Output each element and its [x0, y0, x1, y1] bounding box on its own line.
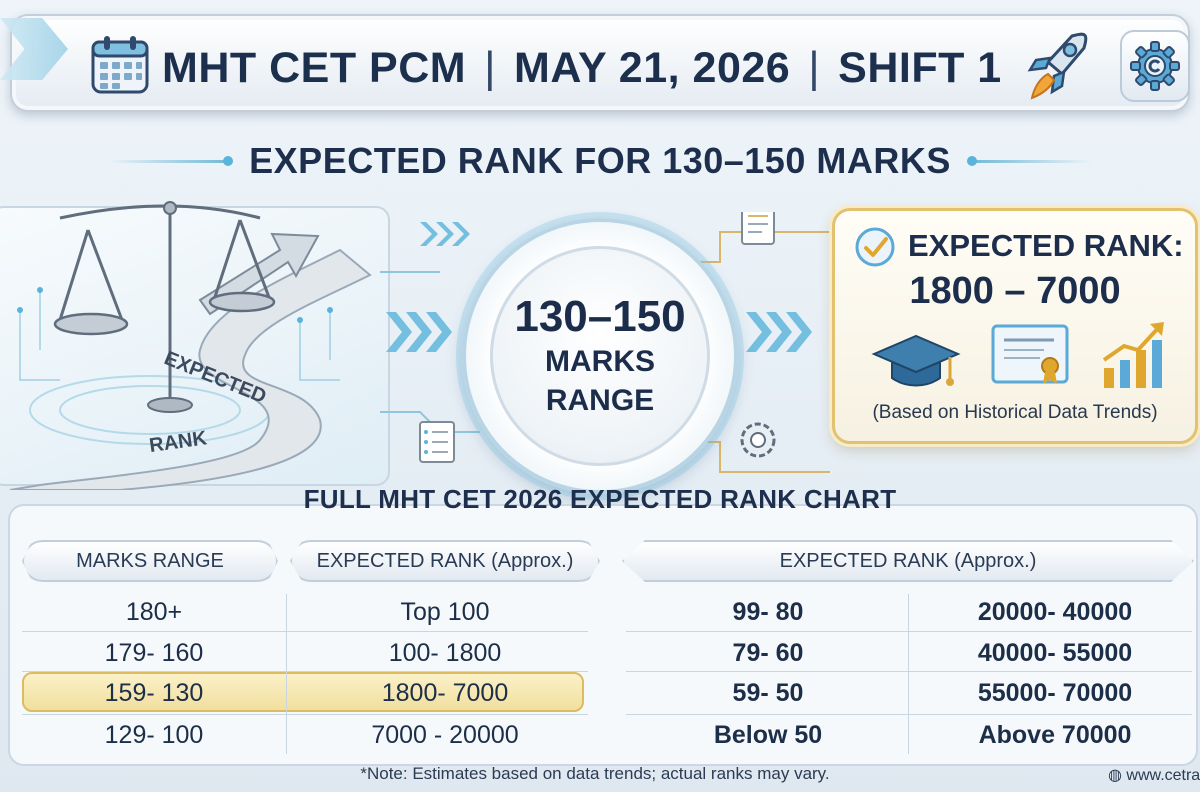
table-cell-marks: 129- 100 — [104, 720, 204, 749]
table-cell-marks-highlighted: 159- 130 — [104, 678, 204, 707]
row-divider — [626, 671, 1192, 672]
table-cell-marks: 99- 80 — [732, 597, 804, 626]
row-divider — [626, 631, 1192, 632]
illustration-panel — [0, 206, 390, 486]
rocket-icon — [1027, 32, 1088, 100]
row-divider — [22, 631, 588, 632]
expected-rank-note: (Based on Historical Data Trends) — [872, 402, 1158, 423]
gear-button[interactable] — [1120, 30, 1190, 102]
growth-chart-icon — [1102, 322, 1164, 388]
column-header-marks: MARKS RANGE — [22, 540, 278, 582]
marks-range-badge: 130–150 MARKS RANGE — [490, 246, 710, 466]
website-text: www.cetra — [1126, 767, 1200, 784]
globe-icon: ◍ — [1108, 767, 1127, 784]
table-cell-rank: Above 70000 — [978, 720, 1132, 749]
check-circle-icon — [855, 227, 895, 267]
table-cell-rank: 40000- 55000 — [977, 638, 1133, 667]
row-divider — [626, 714, 1192, 715]
title-separator: | — [484, 43, 497, 92]
table-cell-marks: Below 50 — [713, 720, 823, 749]
header-banner — [10, 14, 1190, 112]
table-cell-rank: 20000- 40000 — [977, 597, 1133, 626]
expected-rank-label: EXPECTED RANK: — [908, 228, 1184, 263]
table-cell-rank: 7000 - 20000 — [371, 720, 519, 749]
row-divider — [22, 714, 588, 715]
document-icon — [741, 212, 775, 245]
column-divider — [286, 594, 287, 754]
gear-small-icon — [740, 422, 776, 458]
connector-graphics — [380, 212, 830, 473]
row-divider — [22, 671, 588, 672]
column-header-rank-left: EXPECTED RANK (Approx.) — [290, 540, 600, 582]
website-link[interactable]: ◍ www.cetra — [1108, 765, 1200, 785]
illustration-text-rank: RANK — [148, 427, 209, 457]
title-date: MAY 21, 2026 — [514, 43, 791, 92]
page-title: MHT CET PCM | MAY 21, 2026 | SHIFT 1 — [162, 38, 1022, 98]
table-cell-marks: 79- 60 — [732, 638, 804, 667]
table-cell-rank-highlighted: 1800- 7000 — [381, 678, 509, 707]
marks-range-label-1: MARKS — [545, 345, 655, 378]
rank-chart-title: FULL MHT CET 2026 EXPECTED RANK CHART — [303, 484, 897, 514]
subtitle: EXPECTED RANK FOR 130–150 MARKS — [249, 140, 951, 181]
marks-range-label-2: RANGE — [545, 384, 655, 417]
disclaimer-note: *Note: Estimates based on data trends; a… — [360, 764, 830, 783]
subtitle-divider-left — [109, 155, 234, 166]
subtitle-row: EXPECTED RANK FOR 130–150 MARKS — [0, 136, 1200, 186]
title-separator: | — [808, 43, 821, 92]
table-cell-marks: 59- 50 — [732, 678, 804, 707]
title-exam: MHT CET PCM — [162, 43, 467, 92]
scales-icon — [58, 204, 272, 405]
table-cell-rank: 100- 1800 — [388, 638, 502, 667]
title-shift: SHIFT 1 — [838, 43, 1002, 92]
expected-rank-value: 1800 – 7000 — [909, 270, 1121, 312]
table-cell-marks: 180+ — [125, 597, 183, 626]
calendar-icon — [91, 36, 149, 94]
table-cell-rank: Top 100 — [400, 597, 490, 626]
marks-range-value: 130–150 — [514, 292, 686, 341]
table-cell-marks: 179- 160 — [104, 638, 204, 667]
column-divider — [908, 594, 909, 754]
column-header-rank-right: EXPECTED RANK (Approx.) — [622, 540, 1194, 582]
graduation-cap-icon — [871, 334, 961, 387]
checklist-icon — [419, 421, 455, 463]
table-cell-rank: 55000- 70000 — [977, 678, 1133, 707]
subtitle-divider-right — [966, 155, 1091, 166]
illustration-graphic: EXPECTED RANK — [9, 201, 372, 490]
certificate-icon — [991, 324, 1069, 384]
highlighted-row-bg — [22, 672, 584, 712]
gear-icon — [1130, 41, 1180, 91]
